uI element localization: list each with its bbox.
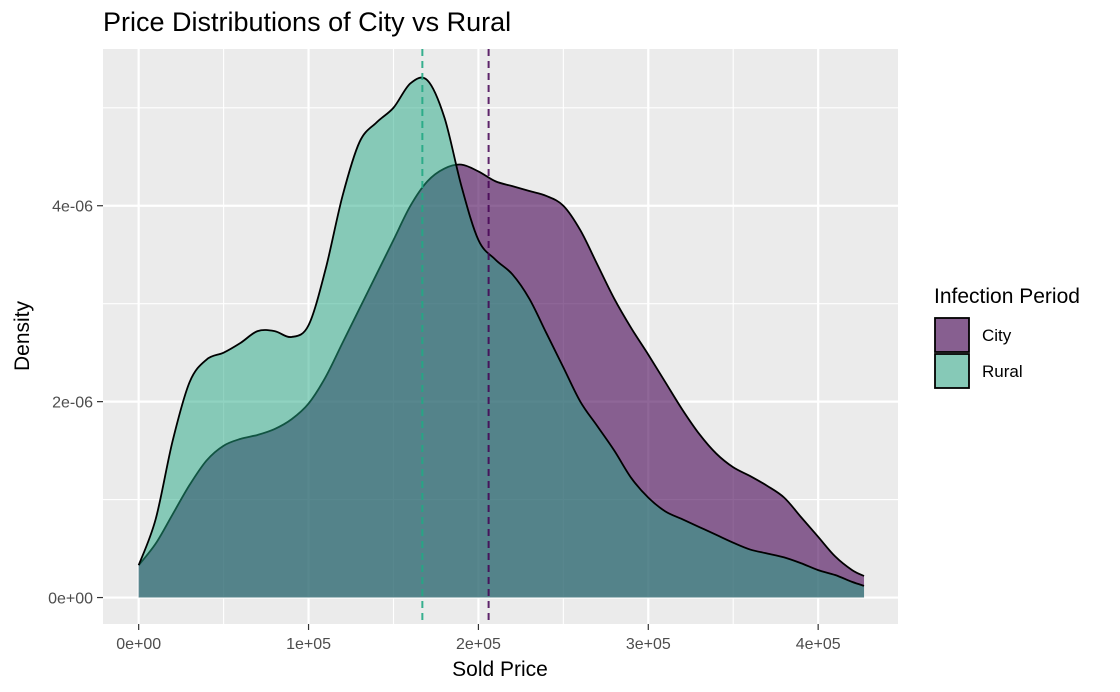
y-axis-title: Density bbox=[11, 300, 34, 371]
series-layer bbox=[137, 76, 865, 598]
y-tick-label: 4e-06 bbox=[52, 199, 93, 216]
chart-title: Price Distributions of City vs Rural bbox=[103, 7, 511, 37]
legend-swatch-rural bbox=[934, 353, 970, 389]
density-line-rural bbox=[137, 76, 865, 587]
x-axis-title: Sold Price bbox=[452, 658, 548, 681]
legend-title: Infection Period bbox=[934, 285, 1080, 308]
density-area-rural bbox=[138, 77, 865, 598]
x-tick-label: 1e+05 bbox=[286, 636, 331, 653]
x-tick-label: 0e+00 bbox=[116, 636, 161, 653]
legend-label-rural: Rural bbox=[982, 362, 1023, 381]
y-axis: 0e+00 2e-06 4e-06 bbox=[48, 199, 103, 608]
x-tick-label: 2e+05 bbox=[456, 636, 501, 653]
x-tick-label: 3e+05 bbox=[626, 636, 671, 653]
legend: Infection Period City Rural bbox=[934, 285, 1080, 389]
x-axis: 0e+00 1e+05 2e+05 3e+05 4e+05 bbox=[116, 624, 841, 653]
x-tick-label: 4e+05 bbox=[796, 636, 841, 653]
y-tick-label: 0e+00 bbox=[48, 591, 93, 608]
y-tick-label: 2e-06 bbox=[52, 395, 93, 412]
legend-label-city: City bbox=[982, 326, 1012, 345]
legend-swatch-city bbox=[934, 317, 970, 353]
